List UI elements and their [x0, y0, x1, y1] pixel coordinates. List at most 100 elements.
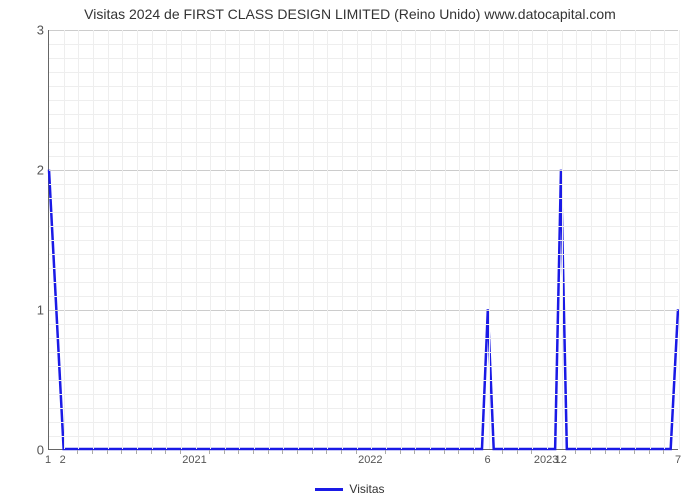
xtick-minor [92, 450, 93, 454]
xtick-minor [107, 450, 108, 454]
legend-label: Visitas [349, 482, 384, 496]
gridline-h-minor [49, 296, 678, 297]
gridline-v [576, 30, 577, 449]
xtick-label: 12 [555, 454, 567, 466]
xtick-minor [136, 450, 137, 454]
gridline-v [283, 30, 284, 449]
gridline-v [474, 30, 475, 449]
xtick-minor [224, 450, 225, 454]
gridline-v [93, 30, 94, 449]
gridline-h-minor [49, 86, 678, 87]
chart-container: Visitas 2024 de FIRST CLASS DESIGN LIMIT… [0, 0, 700, 500]
gridline-v [650, 30, 651, 449]
gridline-h-minor [49, 44, 678, 45]
gridline-v [298, 30, 299, 449]
gridline-h-major [49, 310, 678, 311]
gridline-v [64, 30, 65, 449]
xtick-minor [165, 450, 166, 454]
gridline-h-minor [49, 184, 678, 185]
gridline-h-minor [49, 324, 678, 325]
gridline-v [518, 30, 519, 449]
xtick-label: 2 [60, 454, 66, 466]
gridline-v [591, 30, 592, 449]
xtick-minor [151, 450, 152, 454]
gridline-v [327, 30, 328, 449]
xtick-minor [385, 450, 386, 454]
chart-title: Visitas 2024 de FIRST CLASS DESIGN LIMIT… [0, 6, 700, 22]
xtick-minor [356, 450, 357, 454]
xtick-minor [649, 450, 650, 454]
xtick-minor [605, 450, 606, 454]
gridline-v [401, 30, 402, 449]
gridline-v [78, 30, 79, 449]
gridline-h-major [49, 170, 678, 171]
plot-area [48, 30, 678, 450]
xtick-minor [444, 450, 445, 454]
xtick-minor [429, 450, 430, 454]
ytick-label: 3 [4, 23, 44, 38]
xtick-minor [238, 450, 239, 454]
xtick-minor [634, 450, 635, 454]
xtick-minor [517, 450, 518, 454]
gridline-v [269, 30, 270, 449]
ytick-label: 1 [4, 303, 44, 318]
gridline-h-minor [49, 58, 678, 59]
gridline-v [620, 30, 621, 449]
xtick-minor [590, 450, 591, 454]
gridline-v [210, 30, 211, 449]
xtick-minor [473, 450, 474, 454]
xtick-minor [619, 450, 620, 454]
xtick-minor [531, 450, 532, 454]
gridline-h-minor [49, 338, 678, 339]
gridline-h-minor [49, 240, 678, 241]
xtick-minor [414, 450, 415, 454]
gridline-v [386, 30, 387, 449]
gridline-v [239, 30, 240, 449]
xtick-minor [663, 450, 664, 454]
gridline-v [152, 30, 153, 449]
gridline-h-minor [49, 282, 678, 283]
xtick-minor [282, 450, 283, 454]
gridline-h-minor [49, 268, 678, 269]
xtick-minor [341, 450, 342, 454]
gridline-h-minor [49, 352, 678, 353]
gridline-v [503, 30, 504, 449]
xtick-minor [312, 450, 313, 454]
gridline-h-minor [49, 212, 678, 213]
xtick-minor [209, 450, 210, 454]
xtick-minor [458, 450, 459, 454]
xtick-minor [268, 450, 269, 454]
xtick-minor [326, 450, 327, 454]
gridline-v [635, 30, 636, 449]
xtick-label: 7 [675, 454, 681, 466]
gridline-v [445, 30, 446, 449]
gridline-v [254, 30, 255, 449]
gridline-v [357, 30, 358, 449]
gridline-h-minor [49, 100, 678, 101]
gridline-v [108, 30, 109, 449]
xtick-minor [502, 450, 503, 454]
gridline-v [664, 30, 665, 449]
gridline-v [679, 30, 680, 449]
gridline-h-minor [49, 198, 678, 199]
gridline-h-minor [49, 436, 678, 437]
xtick-label: 2021 [182, 454, 206, 466]
gridline-v [122, 30, 123, 449]
gridline-v [459, 30, 460, 449]
gridline-v [547, 30, 548, 449]
gridline-h-minor [49, 254, 678, 255]
gridline-v [371, 30, 372, 449]
gridline-h-minor [49, 156, 678, 157]
ytick-label: 2 [4, 163, 44, 178]
gridline-h-minor [49, 114, 678, 115]
gridline-h-minor [49, 72, 678, 73]
gridline-v [181, 30, 182, 449]
gridline-h-minor [49, 380, 678, 381]
xtick-minor [121, 450, 122, 454]
gridline-h-minor [49, 366, 678, 367]
xtick-label: 6 [484, 454, 490, 466]
gridline-v [196, 30, 197, 449]
gridline-v [137, 30, 138, 449]
gridline-v [342, 30, 343, 449]
legend-swatch [315, 488, 343, 491]
